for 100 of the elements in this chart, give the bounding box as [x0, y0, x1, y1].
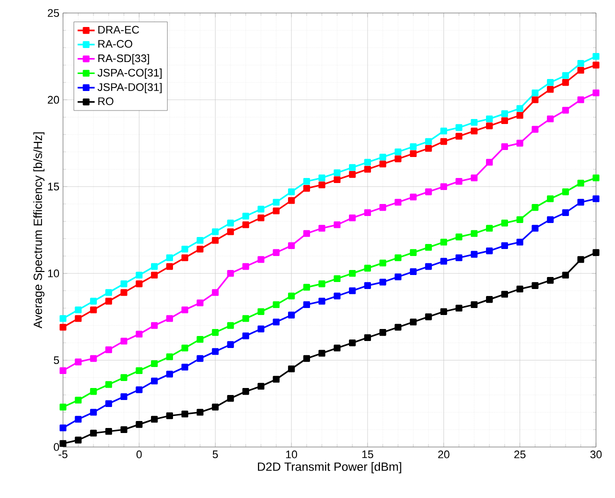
point [379, 160, 386, 168]
point [150, 416, 158, 423]
point [456, 234, 462, 240]
point [74, 416, 82, 423]
point [258, 206, 264, 213]
point [105, 400, 112, 407]
point [562, 209, 569, 216]
point [212, 237, 219, 244]
point [181, 344, 188, 352]
point [303, 284, 310, 291]
point [516, 238, 524, 246]
point [258, 382, 264, 390]
point [150, 378, 158, 384]
point [181, 254, 188, 262]
point [90, 355, 97, 362]
point [577, 256, 584, 263]
point [394, 254, 402, 262]
y-axis-title: Average Spectrum Efficiency [b/s/Hz] [33, 132, 44, 328]
point [379, 278, 386, 286]
point [577, 60, 584, 67]
x-tick-label: 30 [590, 450, 602, 458]
point [470, 174, 478, 182]
point [562, 272, 569, 279]
point [440, 258, 448, 265]
point [364, 158, 371, 166]
point [379, 204, 386, 211]
point [196, 355, 204, 362]
point [501, 220, 508, 226]
point [242, 332, 250, 340]
point [440, 128, 448, 134]
point [288, 242, 295, 250]
point [136, 386, 143, 394]
point [242, 212, 250, 220]
point [470, 230, 478, 237]
point [227, 322, 234, 329]
x-tick-label: 20 [438, 450, 450, 458]
point [440, 138, 448, 145]
point [136, 280, 143, 288]
y-tick-label: 20 [48, 96, 60, 104]
point [74, 306, 82, 314]
point [272, 301, 280, 308]
point [166, 315, 173, 322]
y-tick-label: 0 [54, 443, 60, 451]
point [546, 79, 554, 86]
legend-label: DRA-EC [98, 26, 140, 34]
point [501, 110, 508, 118]
point [90, 388, 97, 395]
point [150, 263, 158, 270]
point [120, 426, 128, 434]
point [212, 228, 219, 236]
point [394, 198, 402, 206]
point [227, 270, 234, 277]
point [456, 124, 462, 131]
point [456, 304, 462, 312]
point [516, 216, 524, 223]
point [348, 214, 356, 222]
point [334, 344, 341, 352]
legend-label: RO [98, 97, 114, 106]
point [379, 154, 386, 160]
x-axis-title: D2D Transmit Power [dBm] [258, 462, 402, 474]
point [196, 246, 204, 252]
point [592, 249, 600, 256]
point [577, 198, 584, 206]
point [90, 430, 97, 437]
point [425, 188, 432, 196]
point [166, 412, 173, 420]
point [394, 324, 402, 331]
point [272, 208, 280, 214]
point [546, 116, 554, 122]
point [303, 230, 310, 237]
point [136, 330, 143, 338]
point [592, 195, 600, 202]
point [150, 360, 158, 368]
legend-label: JSPA-CO[31] [98, 68, 162, 79]
legend-label: RA-SD[33] [98, 54, 150, 64]
point [303, 355, 310, 362]
point [501, 143, 508, 150]
point [486, 296, 493, 303]
point [242, 315, 250, 322]
point [348, 270, 356, 277]
point [486, 224, 493, 232]
point [227, 395, 234, 402]
point [303, 178, 310, 185]
point [348, 339, 356, 346]
point [60, 424, 66, 432]
point [470, 128, 478, 134]
point [105, 289, 112, 296]
point [348, 171, 356, 178]
point [212, 348, 219, 355]
point [60, 440, 66, 447]
point [334, 292, 341, 300]
point [60, 324, 66, 331]
point [334, 275, 341, 282]
point [410, 268, 417, 276]
point [425, 145, 432, 152]
point [60, 315, 66, 322]
point [105, 346, 112, 354]
point [486, 158, 493, 166]
point [364, 209, 371, 216]
point [486, 122, 493, 130]
